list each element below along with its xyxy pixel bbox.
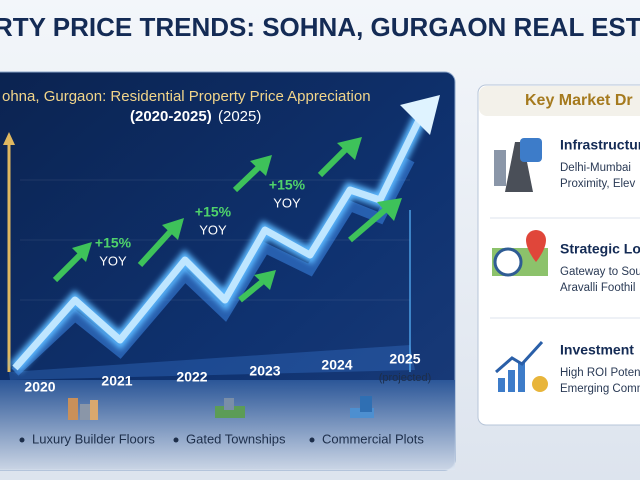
- trend-shadow: [11, 157, 415, 376]
- segment-icons: [68, 396, 374, 420]
- year-label: 2023: [249, 363, 280, 379]
- year-label: 2025: [389, 351, 420, 367]
- driver-line: Proximity, Elev: [560, 178, 635, 190]
- segment-label: Luxury Builder Floors: [32, 431, 155, 446]
- growth-arrows: [52, 137, 402, 303]
- year-label: 2020: [24, 379, 55, 395]
- drivers-title: Key Market Dr: [525, 92, 633, 109]
- annotations: +15% YOY +15% YOY +15% YOY: [95, 177, 306, 269]
- baseline-plane: [9, 345, 415, 380]
- annotation-change: +15%: [195, 204, 232, 220]
- segment-bullet: [19, 437, 25, 443]
- annotation-period: YOY: [99, 253, 127, 268]
- driver-heading: Strategic Lo: [560, 241, 640, 257]
- year-label: 2024: [321, 357, 352, 373]
- annotation-period: YOY: [273, 195, 301, 210]
- driver-line: Aravalli Foothil: [560, 282, 635, 294]
- segments: Luxury Builder Floors Gated Townships Comm…: [19, 431, 424, 446]
- segment-label: Gated Townships: [186, 431, 286, 446]
- segment-label: Commercial Plots: [322, 431, 424, 446]
- driver-line: Delhi-Mumbai: [560, 162, 631, 174]
- projected-note: (projected): [379, 372, 432, 384]
- trend-line: [12, 116, 424, 371]
- segment-bullet: [309, 437, 315, 443]
- drivers-header: [479, 86, 640, 116]
- annotation-change: +15%: [95, 235, 132, 251]
- driver-line: High ROI Poten: [560, 367, 640, 379]
- driver-heading: Infrastructur: [560, 137, 640, 153]
- chart-floor: [0, 380, 455, 470]
- annotation-period: YOY: [199, 222, 227, 237]
- driver-line: Emerging Comm: [560, 383, 640, 395]
- chart-subtitle: (2020-2025): [130, 108, 212, 125]
- year-labels: 2020 2021 2022 2023 2024 2025: [24, 351, 420, 395]
- drivers: Infrastructur Delhi-Mumbai Proximity, Elev…: [560, 137, 640, 395]
- chart-subtitle-note: (2025): [218, 108, 261, 125]
- driver-icons: [492, 138, 548, 392]
- driver-heading: Investment: [560, 342, 634, 358]
- annotation-change: +15%: [269, 177, 306, 193]
- axis-arrow: [3, 132, 15, 145]
- driver-line: Gateway to Sou: [560, 266, 640, 278]
- chart-title: ohna, Gurgaon: Residential Property Pric…: [2, 88, 371, 105]
- year-label: 2021: [101, 373, 132, 389]
- trend-arrowhead: [400, 95, 440, 135]
- segment-bullet: [173, 437, 179, 443]
- page-title: RTY PRICE TRENDS: SOHNA, GURGAON REAL ES…: [0, 12, 640, 42]
- year-label: 2022: [176, 369, 207, 385]
